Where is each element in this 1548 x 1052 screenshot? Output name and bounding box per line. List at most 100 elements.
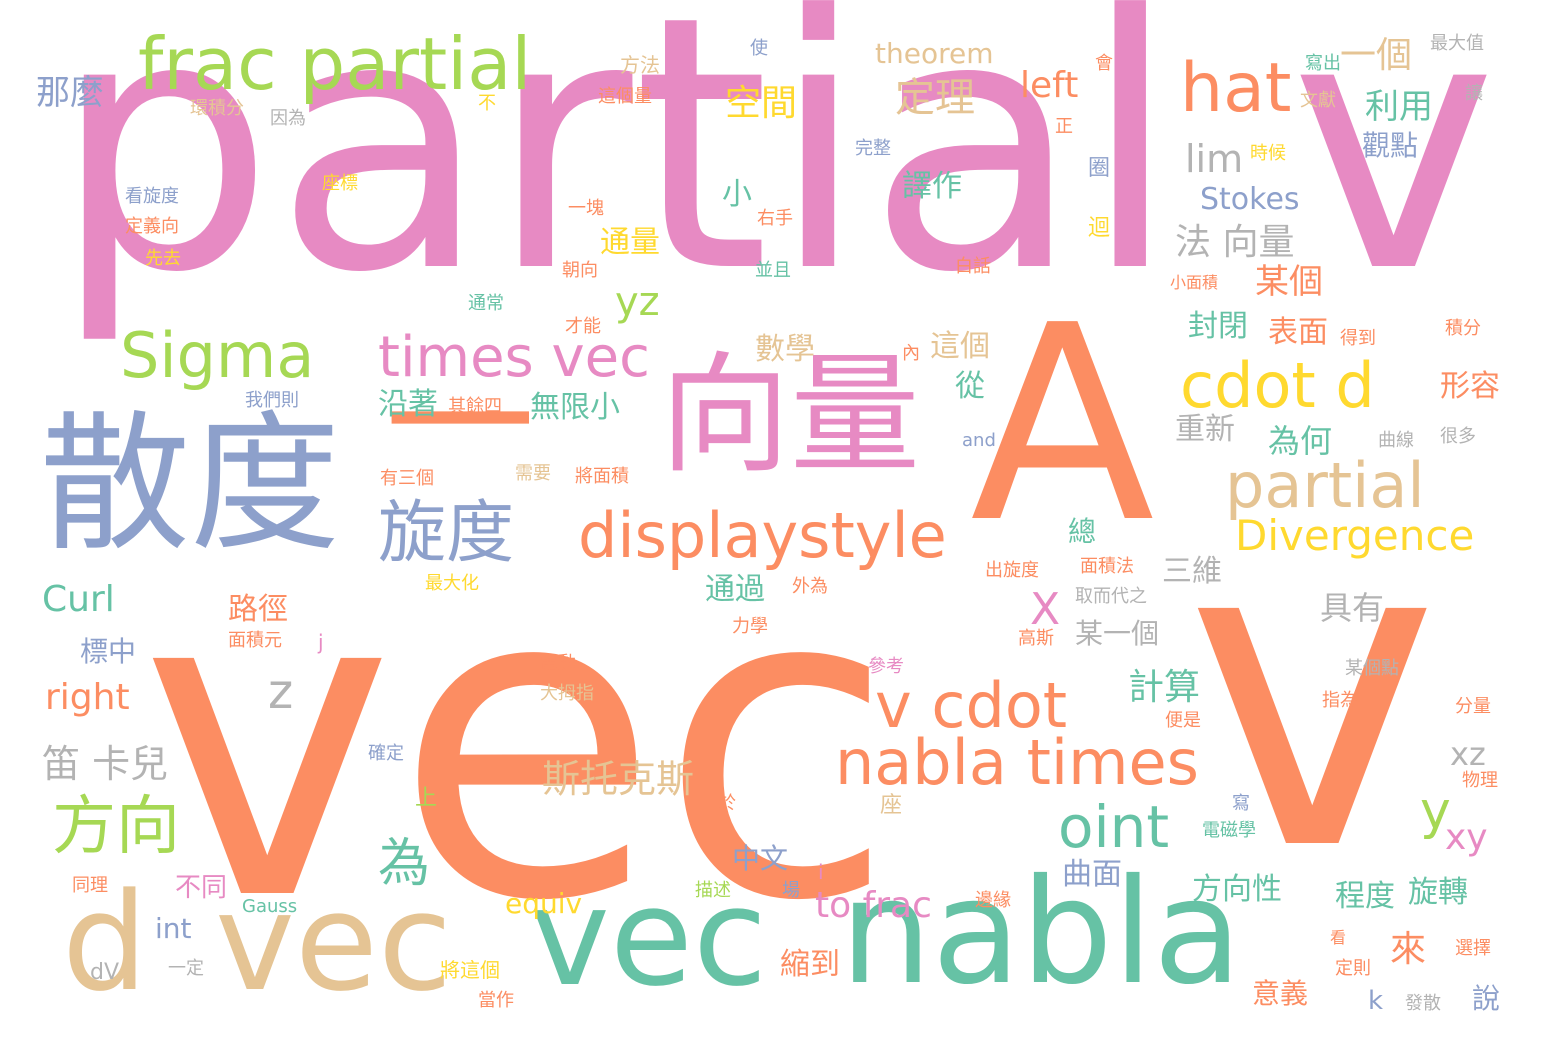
word: vec (215, 864, 453, 1021)
word: lim (1185, 137, 1244, 181)
word: right (45, 677, 130, 718)
word: 最大化 (425, 573, 479, 594)
word: 完整 (855, 138, 891, 159)
word: 大拇指 (540, 683, 594, 704)
word: frac partial (138, 22, 532, 106)
word: 才能 (565, 316, 601, 337)
word: 空間 (725, 83, 798, 124)
word: 封閉 (1188, 309, 1248, 344)
word: 這個量 (598, 86, 652, 107)
word: 為何 (1268, 422, 1333, 460)
word: 一定 (168, 958, 204, 979)
word: 方法 (620, 53, 660, 77)
word: 先去 (145, 248, 181, 269)
word: y (1420, 781, 1451, 841)
word: 當作 (478, 990, 514, 1011)
word: 發散 (1405, 993, 1441, 1014)
word: 觀點 (1362, 129, 1419, 162)
word: xz (1450, 735, 1486, 773)
word: 某個點 (1345, 658, 1399, 679)
word: 某個 (1255, 262, 1323, 302)
word: Stokes (1200, 182, 1300, 217)
word: 最大值 (1430, 33, 1484, 54)
word: v cdot (875, 669, 1068, 742)
word: 那麼 (36, 73, 104, 113)
word: 向量 (660, 339, 921, 491)
word: 我們則 (245, 390, 299, 411)
word: 使 (750, 38, 768, 59)
word: 不 (478, 93, 496, 114)
word: 路徑 (228, 592, 288, 627)
word: 邊緣 (975, 890, 1011, 911)
word: 曲面 (1062, 857, 1122, 892)
word: Sigma (120, 319, 315, 392)
word: 笛 卡兒 (42, 742, 169, 786)
word: 譯作 (902, 169, 962, 204)
word: times vec (378, 325, 650, 390)
word: 形容 (1440, 369, 1500, 404)
word: cdot d (1180, 349, 1375, 422)
word: Gauss (242, 896, 298, 917)
word: 便是 (1165, 710, 1201, 731)
word: equiv (505, 887, 583, 920)
word: 數學 (755, 332, 815, 367)
word: 表面 (1268, 315, 1328, 350)
word: k (1368, 986, 1384, 1016)
word: 其餘四 (448, 396, 502, 417)
word: 寫 (1232, 793, 1250, 814)
word: v (1185, 445, 1440, 945)
word: and (962, 430, 996, 451)
word: 場 (782, 880, 800, 901)
word: to frac (815, 885, 932, 926)
word: 計算 (1128, 667, 1201, 708)
word: 從 (955, 369, 985, 404)
word: 寫出 (1305, 53, 1341, 74)
word: 很多 (1440, 426, 1476, 447)
word: 高斯 (1018, 628, 1054, 649)
word: 一個 (1340, 35, 1413, 76)
word: 上 (415, 786, 438, 811)
word: d (62, 864, 148, 1021)
word: 看 (1330, 928, 1347, 947)
word: Curl (42, 579, 115, 620)
word: A (970, 267, 1155, 582)
word: 出旋度 (985, 560, 1039, 581)
word: partial (1225, 449, 1425, 522)
word: 力學 (732, 616, 768, 637)
word: theorem (875, 37, 994, 70)
word: 方向 (52, 790, 180, 864)
word: 某一個 (1075, 617, 1160, 650)
word: 於 (718, 793, 736, 814)
word: 沿著 (378, 387, 438, 422)
word: 斯托克斯 (542, 757, 695, 801)
word: 這個 (930, 329, 990, 364)
word: hat (1180, 49, 1292, 128)
word: displaystyle (578, 499, 947, 572)
word: 讓 (1465, 83, 1483, 104)
word: 白話 (955, 256, 991, 277)
word: 一塊 (568, 198, 604, 219)
word: 描述 (695, 880, 731, 901)
word: 右手 (757, 208, 793, 229)
word: 標中 (80, 635, 137, 668)
word: yz (615, 279, 660, 325)
word: 旋轉 (1408, 875, 1468, 910)
word: 面積元 (228, 630, 282, 651)
word: 朝向 (562, 260, 598, 281)
word: 不同 (175, 873, 228, 903)
word: 意義 (1252, 977, 1309, 1010)
word: int (155, 912, 192, 945)
word: 確定 (368, 743, 404, 764)
word: 分量 (1455, 696, 1491, 717)
word: oint (1058, 793, 1170, 861)
word: 程度 (1335, 879, 1395, 914)
word: 會 (1095, 53, 1113, 74)
word: 說 (1472, 982, 1501, 1015)
word: nabla (840, 848, 1242, 1017)
word: j (318, 630, 324, 654)
word: 圈 (1088, 156, 1111, 181)
word: 面積法 (1080, 556, 1134, 577)
word: 電磁學 (1202, 820, 1256, 841)
word: 定則 (1335, 958, 1371, 979)
